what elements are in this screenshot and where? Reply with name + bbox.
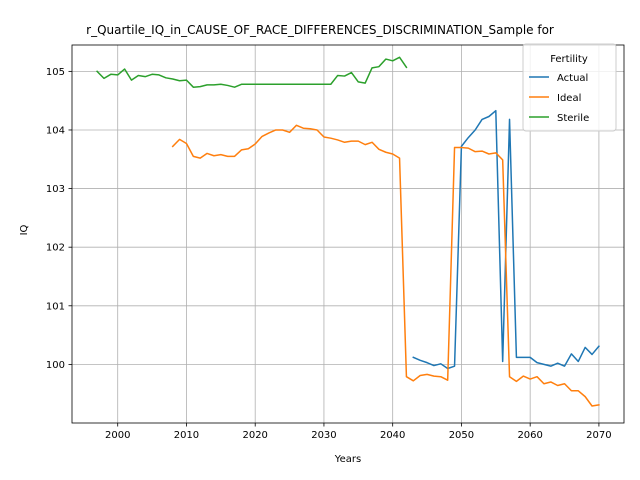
axis-ticks: 2000 2010 2020 2030 2040 2050 2060 2070 100 101 10… [46, 67, 612, 441]
x-tick-label: 2010 [174, 430, 199, 441]
y-tick-label: 105 [46, 67, 65, 78]
x-tick-label: 2070 [586, 430, 611, 441]
y-tick-label: 100 [46, 360, 65, 371]
x-tick-label: 2000 [105, 430, 130, 441]
x-tick-label: 2020 [242, 430, 267, 441]
y-tick-label: 102 [46, 243, 65, 254]
legend-entries: Actual Ideal Sterile [529, 73, 589, 124]
x-tick-label: 2040 [380, 430, 405, 441]
plot-frame [71, 44, 625, 424]
chart-title: r_Quartile_IQ_in_CAUSE_OF_RACE_DIFFERENC… [86, 23, 554, 37]
legend-label-actual: Actual [557, 73, 588, 84]
x-tick-label: 2050 [449, 430, 474, 441]
series-line-sterile [96, 56, 408, 88]
series-line-ideal [171, 124, 600, 407]
legend-box [522, 43, 617, 132]
legend-title: Fertility [550, 54, 588, 65]
x-tick-label: 2030 [311, 430, 336, 441]
x-axis-label: Years [334, 454, 361, 465]
y-axis-label: IQ [19, 224, 30, 235]
y-tick-label: 103 [46, 184, 65, 195]
legend-label-sterile: Sterile [557, 113, 589, 124]
legend-label-ideal: Ideal [557, 93, 581, 104]
y-tick-label: 101 [46, 301, 65, 312]
series-lines [96, 56, 600, 407]
y-tick-label: 104 [46, 125, 65, 136]
series-line-actual [412, 109, 600, 370]
legend: Fertility Actual Ideal Sterile [522, 43, 617, 132]
x-tick-label: 2060 [517, 430, 542, 441]
